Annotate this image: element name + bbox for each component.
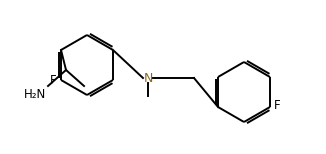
Text: H₂N: H₂N <box>24 88 46 101</box>
Text: F: F <box>274 99 281 111</box>
Text: N: N <box>143 71 153 85</box>
Text: F: F <box>50 73 56 87</box>
